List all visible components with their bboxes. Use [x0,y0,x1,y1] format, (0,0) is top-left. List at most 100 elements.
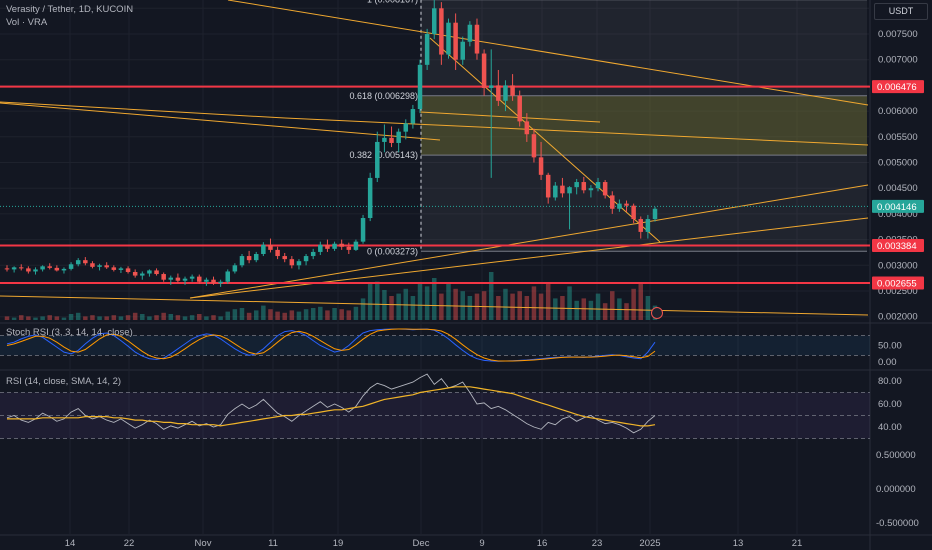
volume-bar [432,278,437,320]
volume-bar [624,303,629,320]
volume-bar [467,296,473,320]
volume-bar [417,284,423,320]
candle-body [253,253,259,261]
volume-bar [268,309,273,320]
volume-bar [239,308,245,320]
candle-body [239,256,245,266]
candle-body [410,109,416,124]
volume-bar [588,300,594,320]
time-tick-label: 9 [479,538,484,549]
candle-body [118,268,124,270]
candle-body [375,141,380,178]
lower-pane-tick-label: 0.500000 [876,450,916,461]
candle-body [161,274,166,280]
candle-body [61,268,67,271]
candle-body [168,277,174,280]
price-tick-label: 0.007500 [878,29,918,40]
time-tick-label: 23 [592,538,603,549]
volume-bar [531,286,537,320]
candle-body [617,203,622,209]
volume-bar [4,316,10,320]
candle-body [602,182,608,196]
currency-selector[interactable]: USDT [874,3,928,20]
candle-body [197,276,202,282]
candle-body [645,219,651,232]
volume-bar [90,315,95,320]
candle-body [417,64,423,110]
candle-body [154,270,159,275]
volume-bar [154,315,159,320]
volume-bar [161,312,166,320]
stoch-tick-label: 50.00 [878,341,902,352]
candle-body [610,195,615,209]
volume-bar [75,312,81,320]
candle-body [367,177,373,219]
volume-bar [218,316,223,320]
candle-body [574,182,579,188]
event-marker-icon [651,307,663,319]
volume-bar [496,296,501,320]
rsi-tick-label: 60.00 [878,399,902,410]
volume-bar [410,296,416,320]
price-tag-label: 0.006476 [877,82,917,93]
time-tick-label: 21 [792,538,803,549]
price-tag [872,239,924,253]
candle-body [75,260,81,265]
candle-body [581,182,587,191]
volume-bar [111,315,117,320]
stoch-band [0,335,870,356]
candle-body [275,249,280,257]
candle-body [282,256,287,260]
volume-bar [83,316,88,320]
candle-body [488,85,494,88]
candle-body [47,266,52,268]
trendline [429,37,661,243]
candle-body [204,279,209,282]
volume-label: Vol · VRA [6,17,48,28]
stoch-d-line [6,328,656,362]
price-tag [872,199,924,213]
volume-bar [197,314,202,320]
lower-pane-tick-label: -0.500000 [876,518,919,529]
candle-body [538,157,544,175]
stoch-k-line [6,328,656,362]
volume-bar [11,317,17,320]
candle-body [125,268,131,272]
candle-body [432,8,437,35]
volume-bar [645,296,651,320]
volume-bar [375,281,380,320]
candle-body [4,268,10,270]
trendline [0,102,441,141]
volume-bar [246,312,252,320]
time-tick-label: 22 [124,538,135,549]
trendline [189,184,869,299]
candle-body [524,121,530,135]
volume-bar [595,293,601,320]
volume-bar [175,315,181,320]
trendline [0,295,869,316]
time-tick-label: 11 [268,538,278,549]
volume-bar [389,296,394,320]
volume-bar [289,310,295,320]
candle-body [396,131,401,143]
price-tick-label: 0.002500 [878,286,918,297]
volume-bar [168,314,174,320]
volume-bar [140,314,145,320]
rsi-tick-label: 80.00 [878,376,902,387]
volume-bar [424,286,430,320]
volume-bar [18,315,24,320]
candle-body [595,182,601,189]
stoch-rsi-label: Stoch RSI (3, 3, 14, 14, close) [6,327,133,338]
volume-bar [47,315,52,320]
candle-body [218,281,223,284]
candle-body [83,260,88,264]
volume-bar [517,291,522,320]
price-tick-label: 0.004500 [878,183,918,194]
volume-bar [325,310,330,320]
candle-body [325,244,330,249]
volume-bar [610,291,615,320]
price-tick-label: 0.005500 [878,132,918,143]
volume-bar [353,306,359,320]
trendline [419,111,601,123]
